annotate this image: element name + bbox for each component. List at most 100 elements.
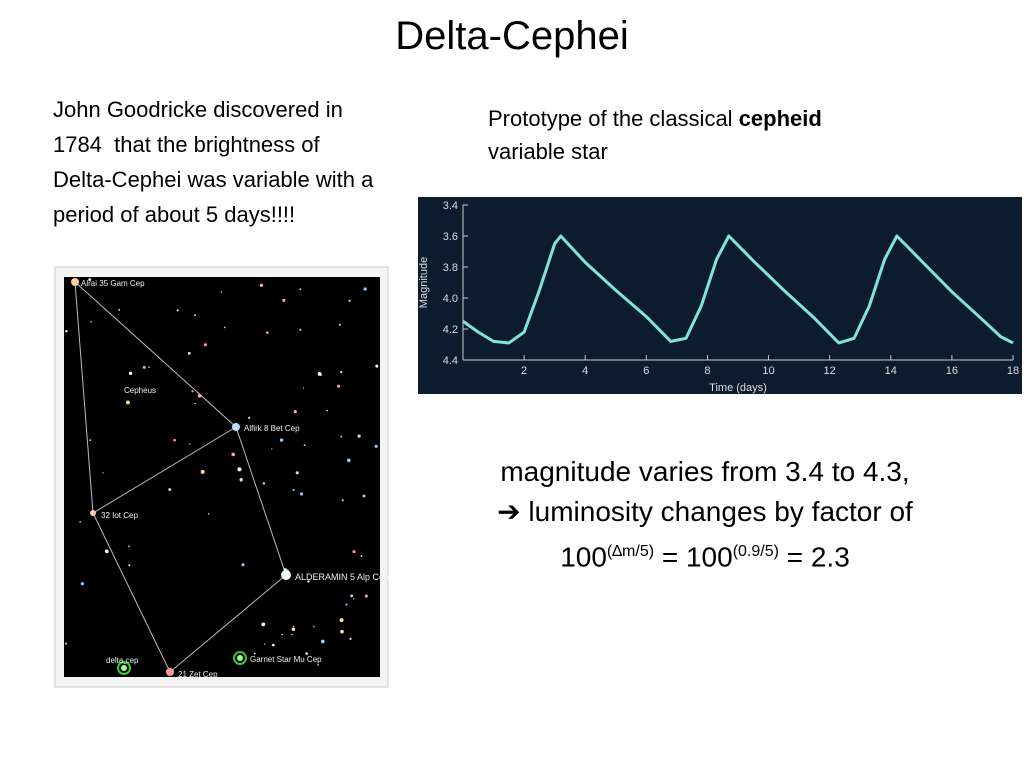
star: [253, 652, 256, 655]
star: [128, 564, 131, 567]
star: [237, 467, 242, 472]
marker-ring: [117, 661, 131, 675]
star: [340, 629, 344, 634]
text-line: 1784 that the brightness of: [53, 132, 320, 157]
constellation-lines: [74, 281, 287, 673]
y-axis-label: Magnitude: [418, 257, 430, 308]
star: [293, 410, 297, 414]
text-line: John Goodricke discovered in: [53, 97, 343, 122]
star: [357, 434, 361, 438]
chart-bg: [418, 197, 1022, 394]
left-text: John Goodricke discovered in 1784 that t…: [53, 92, 373, 232]
star: [340, 435, 343, 438]
star: [326, 409, 329, 412]
star: [337, 384, 341, 388]
star: [220, 291, 223, 293]
star: [266, 331, 269, 334]
exponent: (0.9/5): [732, 543, 779, 560]
star: [194, 402, 196, 405]
star: [345, 603, 348, 606]
star: [352, 550, 356, 554]
star: [374, 444, 378, 448]
text: luminosity changes by factor of: [520, 496, 913, 527]
star: [313, 625, 315, 628]
text-line: Delta-Cephei was variable with a: [53, 167, 374, 192]
star: [303, 444, 306, 447]
bright-star: [166, 668, 174, 676]
text: variable star: [488, 139, 608, 164]
star: [264, 643, 266, 645]
text: magnitude varies from 3.4 to 4.3,: [500, 456, 910, 487]
star: [307, 580, 310, 583]
star: [353, 597, 355, 600]
star: [102, 472, 104, 474]
star: [350, 594, 354, 598]
star: [128, 371, 133, 376]
star: [375, 364, 379, 368]
star: [191, 390, 194, 393]
star: [104, 549, 109, 554]
star: [125, 400, 130, 405]
star: [189, 443, 191, 445]
curve: [462, 234, 1014, 345]
text: 100: [560, 541, 607, 573]
star: [88, 278, 92, 282]
star-label: delta cep: [106, 656, 139, 665]
bright-star: [281, 570, 291, 580]
y-tick-label: 4.2: [443, 324, 458, 336]
star: [90, 321, 92, 323]
star: [341, 499, 344, 502]
star: [292, 625, 295, 628]
arrow: ➔: [497, 496, 521, 527]
x-tick-label: 18: [1007, 365, 1019, 377]
star: [262, 482, 266, 485]
star: [362, 494, 366, 498]
star: [128, 545, 131, 548]
star: [305, 652, 308, 655]
x-tick-label: 8: [704, 365, 710, 377]
star: [207, 513, 210, 515]
star: [248, 416, 251, 419]
star: [317, 664, 319, 666]
star: [168, 488, 172, 491]
star: [291, 627, 296, 632]
star: [79, 520, 82, 523]
star: [338, 323, 341, 326]
star: [231, 452, 236, 457]
star: [340, 371, 343, 374]
y-tick-label: 3.8: [443, 262, 458, 274]
text: = 2.3: [778, 541, 850, 573]
star-label: Garnet Star Mu Cep: [250, 655, 322, 664]
y-tick-label: 4.4: [443, 355, 458, 367]
formula: magnitude varies from 3.4 to 4.3, ➔ lumi…: [440, 452, 970, 577]
star: [118, 308, 121, 311]
x-tick-label: 14: [885, 365, 897, 377]
star: [173, 438, 176, 442]
x-tick-label: 4: [582, 365, 588, 377]
star: [223, 326, 226, 329]
star: [239, 478, 243, 482]
light-curve: 3.4 3.6 3.8 4.0 4.2 4.4 2 4 6 8 10 12 14 16 18 Time (da…: [418, 197, 1022, 394]
star: [291, 634, 293, 636]
star: [197, 393, 202, 398]
bright-star: [90, 510, 96, 516]
star: [80, 582, 84, 586]
x-tick-label: 2: [521, 365, 527, 377]
star: [65, 642, 68, 645]
sky: [64, 277, 380, 677]
star: [259, 283, 264, 288]
star: [187, 351, 191, 355]
star: [360, 555, 363, 557]
star: [142, 365, 146, 369]
star: [203, 343, 207, 347]
x-axis-label: Time (days): [709, 382, 767, 394]
star: [279, 438, 284, 442]
bright-star: [71, 278, 79, 286]
star-label: 32 Iot Cep: [101, 511, 138, 520]
star: [347, 458, 351, 463]
star: [295, 471, 299, 475]
star: [65, 330, 68, 333]
star: [241, 563, 245, 567]
star: [200, 469, 205, 474]
